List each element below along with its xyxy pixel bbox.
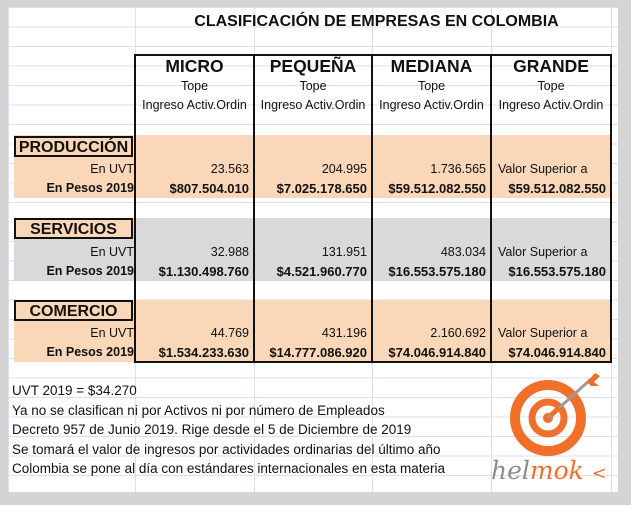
cell-pesos: $74.046.914.840 (508, 345, 606, 360)
column-sub1: Tope (299, 79, 327, 93)
sector-label-comercio: COMERCIO (14, 300, 133, 321)
cell-uvt: 131.951 (321, 245, 367, 259)
table-border-col (253, 54, 255, 363)
column-name: PEQUEÑA (269, 56, 357, 76)
cell-pesos: $59.512.082.550 (388, 181, 486, 196)
helmok-logo: helmok < (491, 370, 611, 492)
note-uvt: UVT 2019 = $34.270 (12, 383, 137, 398)
row-label-wrap: En UVT (14, 243, 135, 262)
sector-label-servicios: SERVICIOS (14, 218, 133, 239)
logo-text: helmok < (491, 456, 607, 485)
column-name: GRANDE (513, 56, 589, 76)
cell-pesos: $14.777.086.920 (269, 345, 367, 360)
column-sub1: Tope (537, 79, 565, 93)
table-border-left (134, 54, 136, 363)
column-sub2: Ingreso Activ.Ordin (498, 98, 604, 112)
table-border-col (490, 54, 492, 363)
note-ingresos: Se tomará el valor de ingresos por activ… (12, 442, 441, 457)
column-name: MEDIANA (390, 56, 473, 76)
cell-uvt: Valor Superior a (498, 326, 588, 340)
cell-uvt: 204.995 (321, 162, 367, 176)
target-dart-icon (510, 373, 600, 456)
cell-pesos: $16.553.575.180 (388, 264, 486, 279)
row-label-uvt: En UVT (90, 162, 134, 176)
cell-uvt: 2.160.692 (430, 326, 486, 340)
cell-uvt: 1.736.565 (430, 162, 486, 176)
cell-uvt: 431.196 (321, 326, 367, 340)
cell-pesos: $807.504.010 (169, 181, 249, 196)
cell-uvt: 32.988 (210, 245, 249, 259)
column-header-micro: MICRO Tope Ingreso Activ.Ordin (135, 54, 254, 115)
row-label-pesos: En Pesos 2019 (46, 181, 134, 195)
column-sub1: Tope (417, 79, 446, 93)
table-border-bottom (135, 361, 612, 363)
cell-pesos: $1.534.233.630 (158, 345, 249, 360)
row-label-uvt: En UVT (90, 326, 134, 340)
cell-pesos: $74.046.914.840 (388, 345, 486, 360)
column-sub2: Ingreso Activ.Ordin (142, 98, 247, 112)
cell-pesos: $1.130.498.760 (158, 264, 249, 279)
column-sub1: Tope (180, 79, 209, 93)
row-label-pesos: En Pesos 2019 (46, 345, 134, 359)
row-label-wrap: En Pesos 2019 (14, 343, 135, 362)
logo-text-gray: hel (491, 456, 530, 485)
column-header-pequena: PEQUEÑA Tope Ingreso Activ.Ordin (254, 54, 372, 115)
table-border-col (371, 54, 373, 363)
cell-uvt: Valor Superior a (498, 162, 588, 176)
row-label-wrap: En UVT (14, 324, 135, 343)
table-border-top (135, 54, 612, 56)
column-header-mediana: MEDIANA Tope Ingreso Activ.Ordin (372, 54, 491, 115)
column-header-grande: GRANDE Tope Ingreso Activ.Ordin (491, 54, 611, 115)
row-label-wrap: En Pesos 2019 (14, 179, 135, 198)
cell-uvt: 23.563 (210, 162, 249, 176)
logo-text-orange: mok (529, 456, 584, 485)
page-title: CLASIFICACIÓN DE EMPRESAS EN COLOMBIA (194, 13, 559, 30)
row-label-wrap: En Pesos 2019 (14, 262, 135, 281)
column-name: MICRO (165, 56, 224, 76)
table-border-right (610, 54, 612, 363)
spreadsheet: CLASIFICACIÓN DE EMPRESAS EN COLOMBIA MI… (8, 7, 618, 492)
column-sub2: Ingreso Activ.Ordin (379, 98, 484, 112)
cell-pesos: $59.512.082.550 (508, 181, 606, 196)
column-sub2: Ingreso Activ.Ordin (260, 98, 366, 112)
cell-pesos: $16.553.575.180 (508, 264, 606, 279)
sector-label-produccion: PRODUCCIÓN (14, 136, 133, 157)
cell-uvt: Valor Superior a (498, 245, 588, 259)
row-label-wrap: En UVT (14, 160, 135, 179)
cell-uvt: 483.034 (440, 245, 486, 259)
logo-arrow-icon: < (591, 463, 607, 484)
note-estandares: Colombia se pone al día con estándares i… (12, 461, 446, 476)
note-activos: Ya no se clasifican ni por Activos ni po… (12, 403, 385, 418)
cell-uvt: 44.769 (210, 326, 249, 340)
cell-pesos: $4.521.960.770 (276, 264, 367, 279)
row-label-pesos: En Pesos 2019 (46, 264, 134, 278)
cell-pesos: $7.025.178.650 (276, 181, 367, 196)
row-label-uvt: En UVT (90, 245, 134, 259)
note-decreto: Decreto 957 de Junio 2019. Rige desde el… (12, 422, 412, 437)
